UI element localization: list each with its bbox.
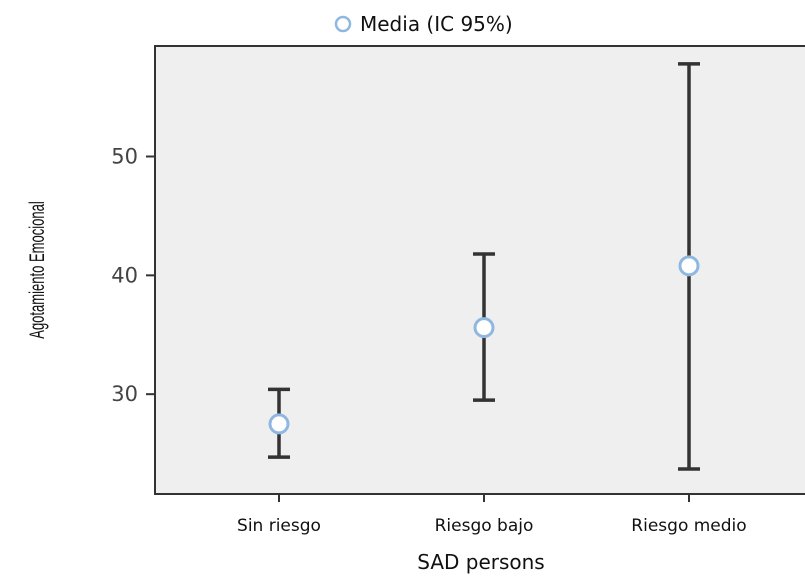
x-tick-label: Riesgo bajo [435,516,534,536]
y-axis-title: Agotamiento Emocional [25,201,49,338]
legend: Media (IC 95%) [334,12,513,36]
x-tick-label: Sin riesgo [237,516,321,536]
error-bars [268,62,700,471]
y-tick-label: 40 [111,263,138,287]
x-axis-title: SAD persons [417,550,544,574]
plot-area [154,45,805,495]
mean-point [268,413,290,435]
mean-point [678,255,700,277]
mean-point [473,317,495,339]
legend-label: Media (IC 95%) [360,12,513,36]
x-tick-label: Riesgo medio [631,516,746,536]
y-tick-label: 30 [111,382,138,406]
y-axis: 30 40 50 [111,145,155,406]
legend-marker-icon [334,15,352,33]
x-axis: Sin riesgo Riesgo bajo Riesgo medio [237,494,747,536]
y-tick-label: 50 [111,145,138,169]
